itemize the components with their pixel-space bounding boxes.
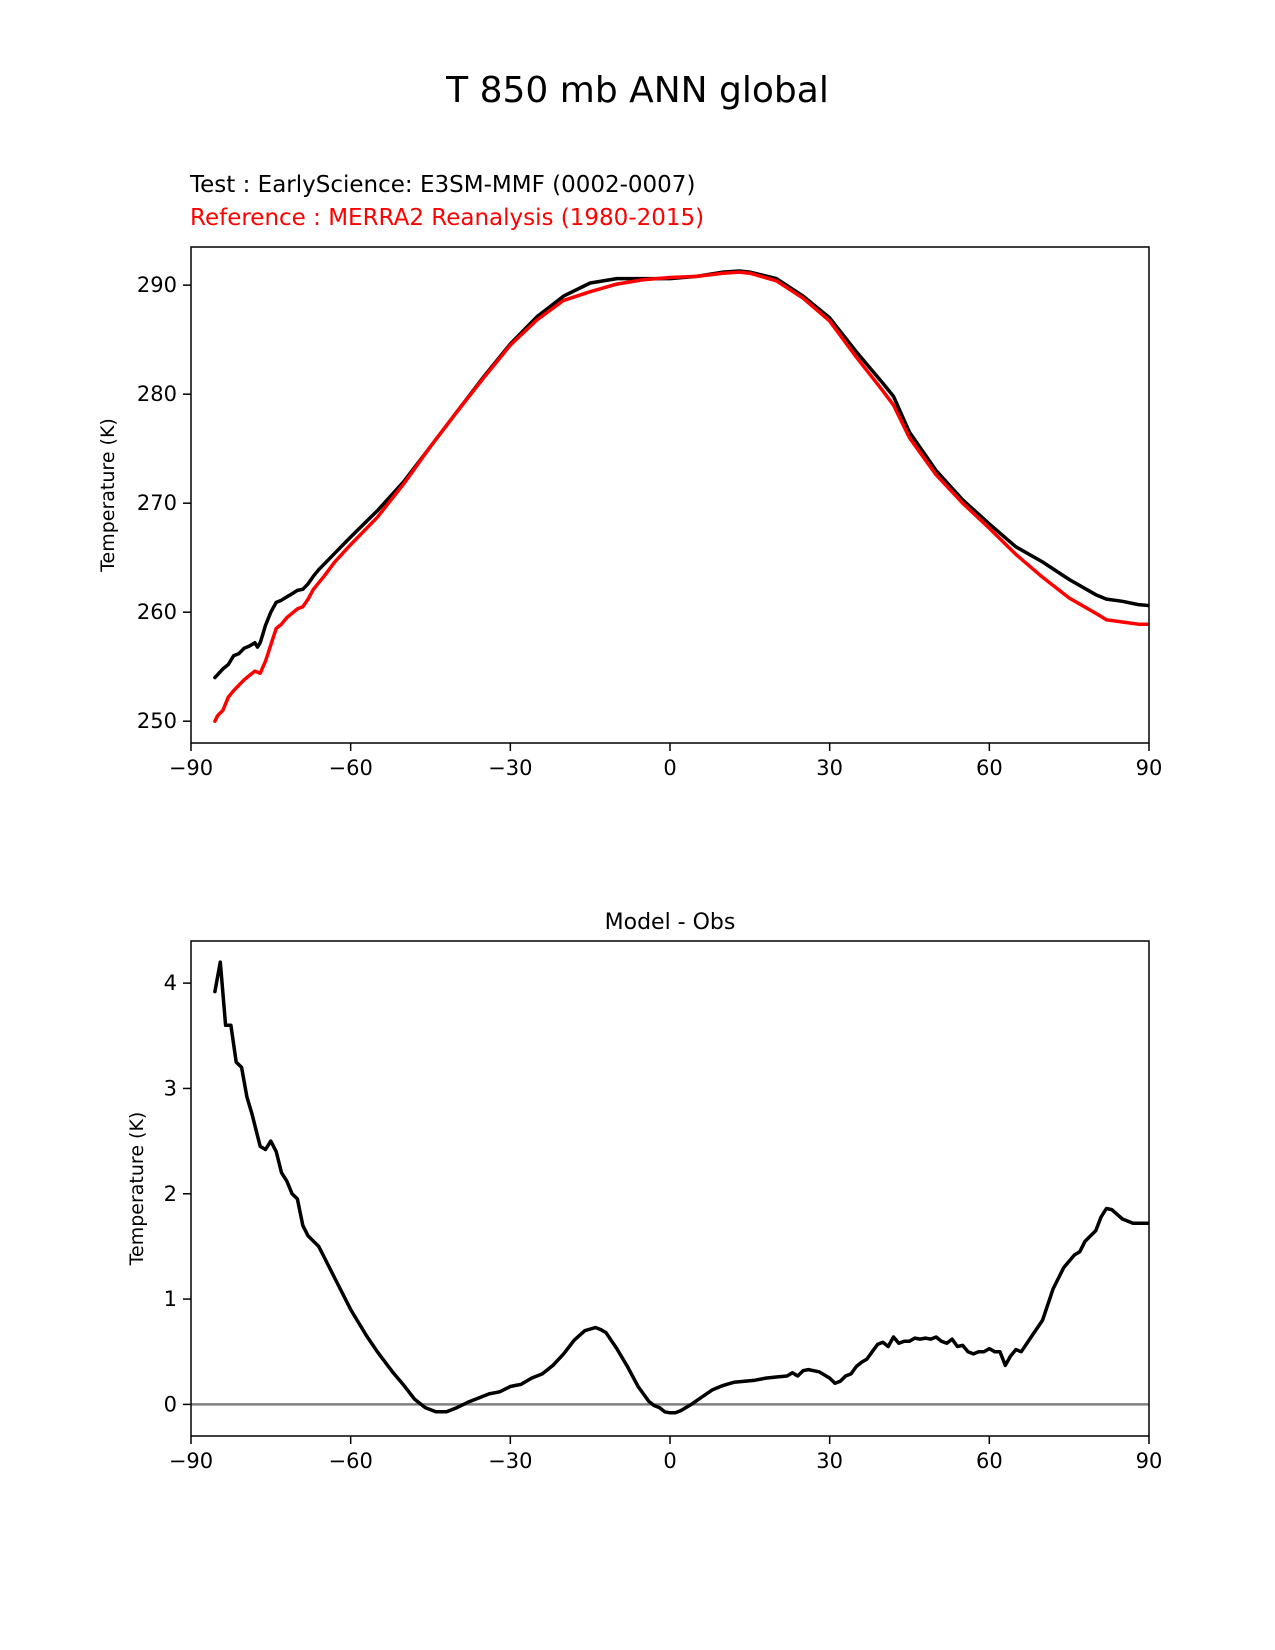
test-label: Test : EarlyScience: E3SM-MMF (0002-0007…: [190, 172, 696, 198]
bottom-y-tick-label: 0: [164, 1392, 177, 1416]
bottom-y-tick-label: 4: [164, 971, 177, 995]
top-x-tick-label: −30: [488, 756, 532, 780]
top-axes-frame: [190, 246, 1150, 744]
bottom-x-tick-label: 30: [816, 1449, 843, 1473]
top-x-tick-label: −60: [329, 756, 373, 780]
top-x-tick-label: 60: [976, 756, 1003, 780]
bottom-x-tick-label: 60: [976, 1449, 1003, 1473]
top-y-tick-label: 270: [137, 491, 177, 515]
top-series-reference: [213, 270, 1149, 723]
bottom-x-tick-label: 0: [663, 1449, 676, 1473]
bottom-x-tick-label: −90: [169, 1449, 213, 1473]
bottom-y-axis-label: Temperature (K): [126, 1112, 148, 1267]
bottom-y-tick-label: 1: [164, 1287, 177, 1311]
top-y-tick-label: 250: [137, 709, 177, 733]
bottom-series-model-obs: [213, 960, 1149, 1415]
top-y-axis-label: Temperature (K): [97, 418, 119, 573]
top-x-tick-label: −90: [169, 756, 213, 780]
temperature-profile-panel: −90 −60 −30 0 30 60 90 250 260 270 280 290 Temperatu…: [97, 246, 1163, 780]
top-x-tick-label: 30: [816, 756, 843, 780]
top-x-tick-label: 0: [663, 756, 676, 780]
bottom-y-tick-label: 3: [164, 1076, 177, 1100]
bottom-y-tick-label: 2: [164, 1182, 177, 1206]
bottom-x-tick-label: −60: [329, 1449, 373, 1473]
difference-panel: Model - Obs −90 −60 −30 0 30 60 90 0 1 2 3 4 Temperat…: [126, 910, 1162, 1473]
top-x-tick-label: 90: [1136, 756, 1163, 780]
top-y-tick-label: 280: [137, 382, 177, 406]
top-y-tick-label: 290: [137, 273, 177, 297]
top-y-tick-label: 260: [137, 600, 177, 624]
bottom-x-tick-label: −30: [488, 1449, 532, 1473]
bottom-x-tick-label: 90: [1136, 1449, 1163, 1473]
bottom-subplot-title: Model - Obs: [605, 910, 736, 935]
top-series-test: [213, 269, 1149, 680]
figure-title: T 850 mb ANN global: [446, 70, 829, 111]
reference-label: Reference : MERRA2 Reanalysis (1980-2015…: [190, 205, 705, 231]
